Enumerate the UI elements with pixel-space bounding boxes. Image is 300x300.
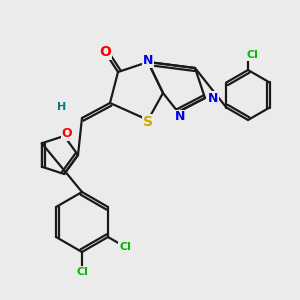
Text: O: O [99, 45, 111, 59]
Text: O: O [62, 128, 73, 140]
Text: N: N [208, 92, 218, 104]
Text: N: N [143, 53, 153, 67]
Text: H: H [57, 102, 67, 112]
Text: N: N [175, 110, 185, 124]
Text: Cl: Cl [119, 242, 131, 252]
Text: Cl: Cl [76, 267, 88, 277]
Text: S: S [143, 115, 153, 129]
Text: Cl: Cl [246, 50, 258, 60]
